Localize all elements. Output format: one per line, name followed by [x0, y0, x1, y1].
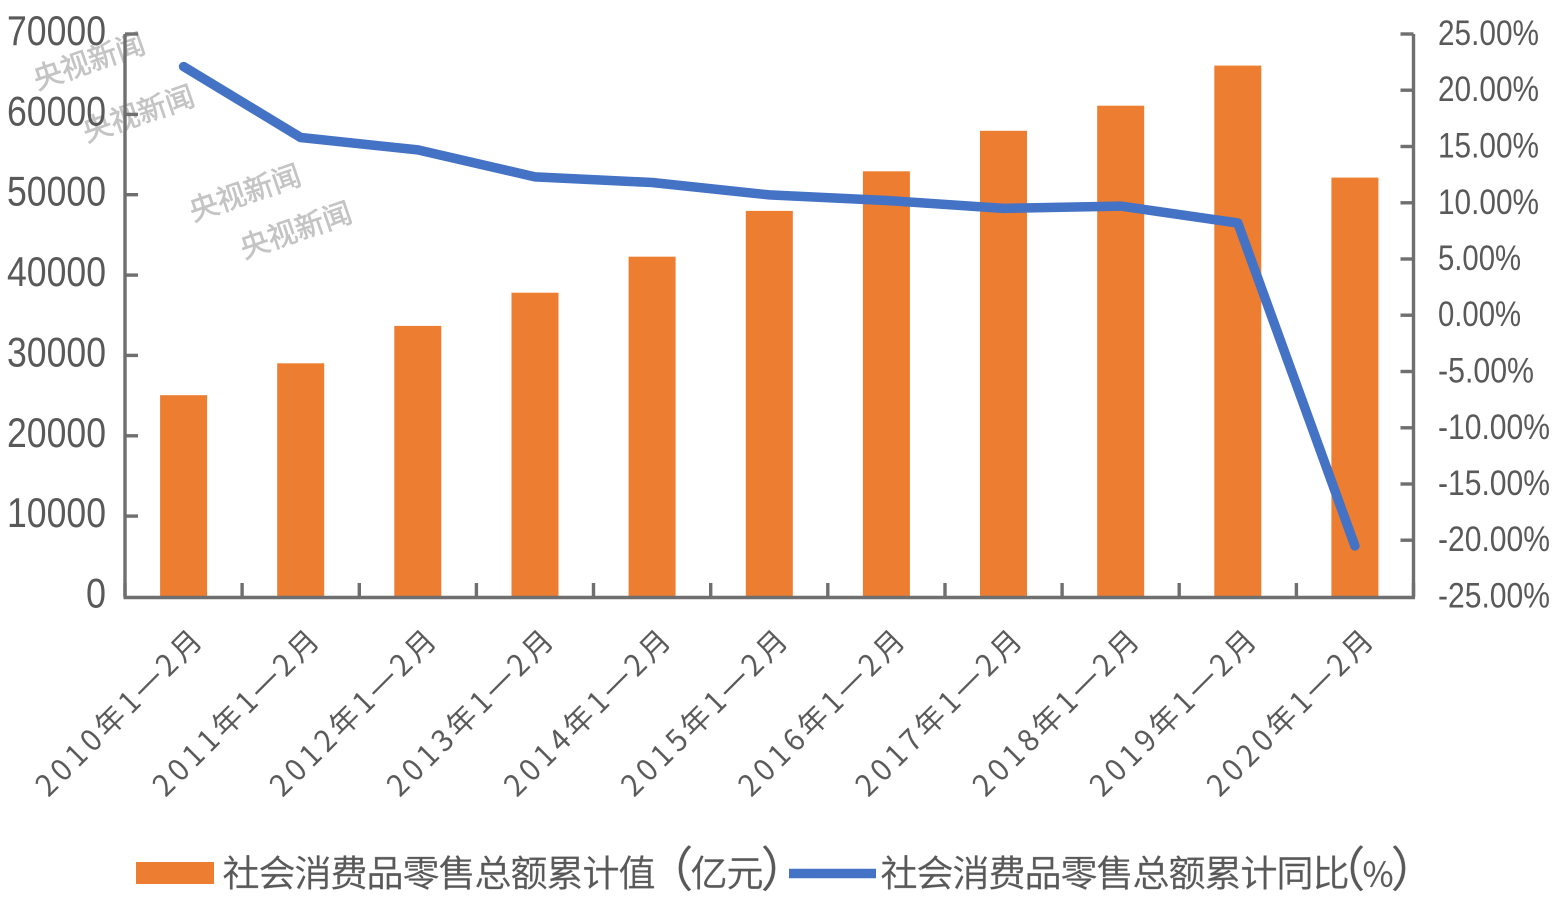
svg-text:-5.00%: -5.00% [1438, 352, 1534, 391]
svg-text:10000: 10000 [7, 489, 106, 536]
svg-text:-25.00%: -25.00% [1438, 577, 1550, 616]
svg-text:25.00%: 25.00% [1438, 14, 1539, 53]
svg-text:15.00%: 15.00% [1438, 127, 1539, 166]
svg-text:10.00%: 10.00% [1438, 183, 1539, 222]
svg-text:-20.00%: -20.00% [1438, 520, 1550, 559]
svg-text:60000: 60000 [7, 87, 106, 134]
svg-text:40000: 40000 [7, 248, 106, 295]
svg-text:70000: 70000 [7, 7, 106, 54]
svg-text:20000: 20000 [7, 409, 106, 456]
svg-text:20.00%: 20.00% [1438, 70, 1539, 109]
svg-text:0: 0 [86, 570, 106, 617]
svg-text:-15.00%: -15.00% [1438, 464, 1550, 503]
svg-text:30000: 30000 [7, 328, 106, 375]
svg-text:5.00%: 5.00% [1438, 239, 1521, 278]
svg-text:0.00%: 0.00% [1438, 295, 1521, 334]
svg-text:-10.00%: -10.00% [1438, 408, 1550, 447]
svg-text:50000: 50000 [7, 168, 106, 215]
